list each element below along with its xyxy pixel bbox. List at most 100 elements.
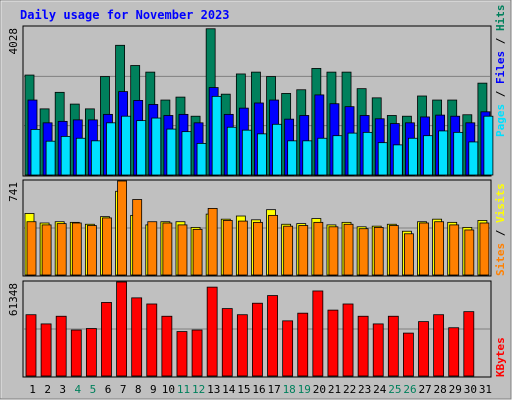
x-tick-label-6: 6 xyxy=(105,383,112,396)
bar-pages-day-8 xyxy=(136,120,147,176)
bar-kbytes-day-29 xyxy=(448,327,460,377)
bar-sites-day-16 xyxy=(253,221,263,276)
legend-item-visits-sites-1: / xyxy=(494,223,507,243)
bar-sites-day-5 xyxy=(86,225,97,276)
x-axis-day-labels: 1 2 3 4 5 6 7 8 9 10 11 12 13 14 15 16 17 18 19 20 21 22 23 24 2… xyxy=(29,383,492,396)
bar-pages-day-10 xyxy=(166,128,177,176)
bar-sites-day-14 xyxy=(222,220,233,276)
legend-item-visits-sites-0: Sites xyxy=(494,243,507,276)
bar-pages-day-15 xyxy=(241,129,252,176)
x-tick-label-13: 13 xyxy=(207,383,220,396)
bar-pages-day-14 xyxy=(226,126,237,176)
bar-kbytes-day-30 xyxy=(463,311,475,377)
x-tick-label-31: 31 xyxy=(479,383,492,396)
bar-kbytes-day-12 xyxy=(191,329,203,377)
bar-sites-day-28 xyxy=(434,221,445,276)
bar-pages-day-11 xyxy=(181,131,192,176)
bar-kbytes-day-18 xyxy=(282,320,294,377)
x-tick-label-16: 16 xyxy=(252,383,265,396)
bar-kbytes-day-26 xyxy=(403,332,414,377)
x-tick-label-3: 3 xyxy=(59,383,66,396)
bar-sites-day-29 xyxy=(449,224,460,276)
x-tick-label-5: 5 xyxy=(90,383,97,396)
bar-pages-day-20 xyxy=(317,137,328,176)
x-tick-label-15: 15 xyxy=(237,383,250,396)
bar-sites-day-18 xyxy=(283,225,294,276)
legend-item-visits-sites-2: Visits xyxy=(494,183,507,223)
legend-item-kbytes-0: KBytes xyxy=(494,337,507,377)
x-tick-label-22: 22 xyxy=(343,383,356,396)
bar-sites-day-3 xyxy=(56,223,67,276)
x-tick-label-7: 7 xyxy=(120,383,127,396)
y-max-label-kbytes: 61348 xyxy=(7,283,20,316)
bar-sites-day-7 xyxy=(117,180,127,276)
bar-sites-day-11 xyxy=(177,224,188,276)
x-tick-label-26: 26 xyxy=(403,383,416,396)
x-tick-label-1: 1 xyxy=(29,383,36,396)
bar-pages-day-31 xyxy=(483,115,494,176)
x-tick-label-4: 4 xyxy=(75,383,82,396)
bar-kbytes-day-20 xyxy=(312,290,324,377)
bar-kbytes-day-2 xyxy=(40,323,52,377)
x-tick-label-8: 8 xyxy=(135,383,142,396)
bar-pages-day-4 xyxy=(75,137,86,176)
bar-sites-day-25 xyxy=(388,225,399,276)
bar-kbytes-day-19 xyxy=(297,312,309,377)
bar-sites-day-10 xyxy=(162,222,173,276)
bar-pages-day-25 xyxy=(392,144,403,176)
series-kbytes xyxy=(25,281,475,377)
bar-kbytes-day-15 xyxy=(236,314,248,377)
bar-pages-day-23 xyxy=(362,131,373,176)
bar-pages-day-1 xyxy=(30,129,41,176)
x-tick-label-11: 11 xyxy=(177,383,190,396)
bar-kbytes-day-3 xyxy=(55,315,67,377)
series-pages xyxy=(30,95,494,176)
x-tick-label-21: 21 xyxy=(328,383,341,396)
chart-title: Daily usage for November 2023 xyxy=(20,8,230,22)
bar-pages-day-7 xyxy=(121,115,131,176)
legend-kbytes: KBytes xyxy=(494,337,507,377)
bar-pages-day-21 xyxy=(332,135,343,176)
bar-pages-day-5 xyxy=(90,140,101,176)
bar-kbytes-day-21 xyxy=(327,309,339,377)
bar-pages-day-2 xyxy=(45,140,56,176)
x-tick-label-30: 30 xyxy=(464,383,477,396)
legend-item-hits-files-pages-1: / xyxy=(494,84,507,104)
bar-kbytes-day-1 xyxy=(25,314,37,377)
bar-kbytes-day-5 xyxy=(85,328,97,377)
bar-pages-day-6 xyxy=(106,122,116,176)
bar-sites-day-27 xyxy=(419,222,429,276)
chart-panels: 4028 Pages / Files / Hits 741 Sites / Visit… xyxy=(7,5,507,378)
bar-sites-day-12 xyxy=(192,228,203,276)
x-tick-label-10: 10 xyxy=(162,383,175,396)
x-tick-label-23: 23 xyxy=(358,383,371,396)
bar-pages-day-27 xyxy=(423,135,433,176)
legend-item-hits-files-pages-4: Hits xyxy=(494,5,507,32)
bar-sites-day-8 xyxy=(132,199,143,276)
bar-pages-day-13 xyxy=(211,95,222,176)
x-tick-label-28: 28 xyxy=(434,383,447,396)
bar-sites-day-6 xyxy=(102,217,112,276)
bar-pages-day-18 xyxy=(287,140,298,176)
bar-pages-day-3 xyxy=(60,136,71,176)
bar-sites-day-22 xyxy=(343,223,354,276)
panel-visits-sites: 741 Sites / Visits xyxy=(7,179,507,277)
bar-sites-day-15 xyxy=(237,220,248,276)
bar-pages-day-29 xyxy=(453,131,464,176)
bar-sites-day-4 xyxy=(71,222,82,276)
y-max-label-visits-sites: 741 xyxy=(7,182,20,202)
bar-sites-day-19 xyxy=(298,225,309,276)
x-tick-label-17: 17 xyxy=(267,383,280,396)
x-tick-label-19: 19 xyxy=(298,383,311,396)
bar-kbytes-day-16 xyxy=(252,302,263,377)
bar-sites-day-30 xyxy=(464,229,475,276)
bar-pages-day-17 xyxy=(272,123,282,176)
bar-sites-day-23 xyxy=(358,228,369,276)
bar-kbytes-day-25 xyxy=(387,315,399,377)
bar-kbytes-day-4 xyxy=(70,329,82,377)
bar-sites-day-26 xyxy=(404,233,414,276)
bar-sites-day-17 xyxy=(268,214,278,276)
bar-pages-day-12 xyxy=(196,143,207,176)
x-tick-label-18: 18 xyxy=(283,383,296,396)
